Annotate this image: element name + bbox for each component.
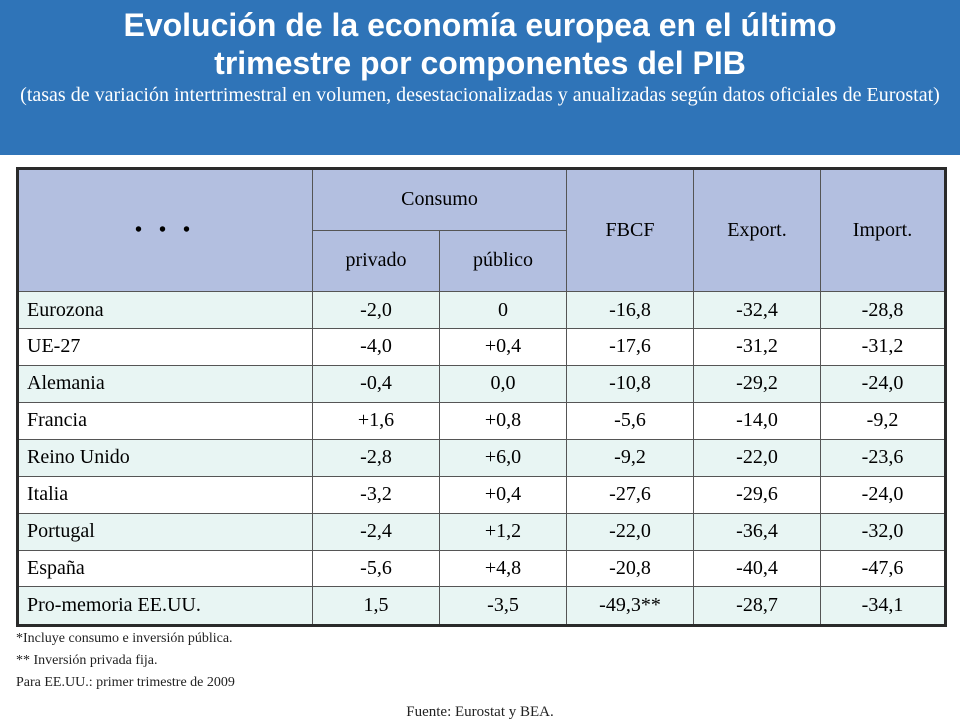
cell-publico: -3,5 xyxy=(439,586,567,626)
cell-publico: +0,4 xyxy=(439,328,567,366)
header-consumo: Consumo xyxy=(312,168,567,231)
cell-export: -36,4 xyxy=(693,512,821,551)
cell-publico: +0,8 xyxy=(439,401,567,440)
cell-country: Reino Unido xyxy=(17,438,313,477)
cell-country: Portugal xyxy=(17,512,313,551)
source-note: Fuente: Eurostat y BEA. xyxy=(406,704,554,720)
cell-export: -29,6 xyxy=(693,475,821,514)
header-privado: privado xyxy=(312,229,440,293)
table-row: Portugal -2,4 +1,2 -22,0 -36,4 -32,0 xyxy=(17,512,946,551)
cell-privado: -5,6 xyxy=(312,549,440,588)
cell-privado: -0,4 xyxy=(312,364,440,403)
footnote-1: *Incluye consumo e inversión pública. xyxy=(16,631,233,646)
cell-import: -31,2 xyxy=(820,328,946,366)
cell-privado: -4,0 xyxy=(312,328,440,366)
header-row-2: privado público xyxy=(18,229,946,293)
cell-import: -34,1 xyxy=(820,586,946,626)
header-import: Import. xyxy=(820,167,946,293)
footnote-3: Para EE.UU.: primer trimestre de 2009 xyxy=(16,675,235,690)
cell-country: Eurozona xyxy=(17,291,313,330)
cell-fbcf: -16,8 xyxy=(566,291,694,330)
cell-fbcf: -5,6 xyxy=(566,401,694,440)
cell-export: -28,7 xyxy=(693,586,821,626)
header-row-1: • • • Consumo FBCF Export. Import. xyxy=(17,167,946,293)
corner-bullets: • • • xyxy=(17,167,313,293)
cell-export: -22,0 xyxy=(693,438,821,477)
cell-fbcf: -17,6 xyxy=(566,328,694,366)
cell-publico: +6,0 xyxy=(439,438,567,477)
footnotes: *Incluye consumo e inversión pública. **… xyxy=(16,628,235,694)
cell-fbcf: -27,6 xyxy=(566,475,694,514)
cell-privado: -2,4 xyxy=(312,512,440,551)
cell-privado: -3,2 xyxy=(312,475,440,514)
table-row: Eurozona -2,0 0 -16,8 -32,4 -28,8 xyxy=(17,291,946,330)
cell-import: -24,0 xyxy=(820,475,946,514)
table-row: Reino Unido -2,8 +6,0 -9,2 -22,0 -23,6 xyxy=(17,438,946,477)
gdp-components-table: • • • Consumo FBCF Export. Import. priva… xyxy=(16,167,947,627)
header-export: Export. xyxy=(693,167,821,293)
cell-publico: +0,4 xyxy=(439,475,567,514)
cell-export: -14,0 xyxy=(693,401,821,440)
cell-import: -47,6 xyxy=(820,549,946,588)
cell-export: -31,2 xyxy=(693,328,821,366)
page-subtitle: (tasas de variación intertrimestral en v… xyxy=(20,84,940,106)
header-fbcf: FBCF xyxy=(566,167,694,293)
cell-fbcf: -22,0 xyxy=(566,512,694,551)
page-title: Evolución de la economía europea en el ú… xyxy=(0,0,960,82)
cell-publico: +4,8 xyxy=(439,549,567,588)
cell-fbcf: -20,8 xyxy=(566,549,694,588)
cell-country: Francia xyxy=(17,401,313,440)
table-row: Pro-memoria EE.UU. 1,5 -3,5 -49,3** -28,7 -34… xyxy=(17,586,946,626)
title-line-2: trimestre por componentes del PIB xyxy=(214,45,746,81)
cell-publico: 0,0 xyxy=(439,364,567,403)
footnote-2: ** Inversión privada fija. xyxy=(16,653,158,668)
cell-fbcf: -9,2 xyxy=(566,438,694,477)
cell-publico: 0 xyxy=(439,291,567,330)
cell-privado: 1,5 xyxy=(312,586,440,626)
cell-publico: +1,2 xyxy=(439,512,567,551)
table-row: España -5,6 +4,8 -20,8 -40,4 -47,6 xyxy=(17,549,946,588)
cell-country: UE-27 xyxy=(17,328,313,366)
table-row: Italia -3,2 +0,4 -27,6 -29,6 -24,0 xyxy=(17,475,946,514)
cell-country: Alemania xyxy=(17,364,313,403)
cell-country: Italia xyxy=(17,475,313,514)
cell-privado: -2,0 xyxy=(312,291,440,330)
table-row: UE-27 -4,0 +0,4 -17,6 -31,2 -31,2 xyxy=(17,328,946,366)
title-line-1: Evolución de la economía europea en el ú… xyxy=(123,7,837,43)
cell-import: -23,6 xyxy=(820,438,946,477)
table-row: Francia +1,6 +0,8 -5,6 -14,0 -9,2 xyxy=(17,401,946,440)
cell-country: España xyxy=(17,549,313,588)
table-body: Eurozona -2,0 0 -16,8 -32,4 -28,8 UE-27 -4,0 +0,… xyxy=(17,291,946,626)
title-banner: Evolución de la economía europea en el ú… xyxy=(0,0,960,155)
cell-fbcf: -10,8 xyxy=(566,364,694,403)
cell-privado: -2,8 xyxy=(312,438,440,477)
table-row: Alemania -0,4 0,0 -10,8 -29,2 -24,0 xyxy=(17,364,946,403)
cell-country: Pro-memoria EE.UU. xyxy=(17,586,313,626)
cell-import: -32,0 xyxy=(820,512,946,551)
cell-import: -24,0 xyxy=(820,364,946,403)
cell-fbcf: -49,3** xyxy=(566,586,694,626)
cell-privado: +1,6 xyxy=(312,401,440,440)
cell-import: -9,2 xyxy=(820,401,946,440)
cell-export: -32,4 xyxy=(693,291,821,330)
cell-export: -40,4 xyxy=(693,549,821,588)
cell-import: -28,8 xyxy=(820,291,946,330)
header-publico: público xyxy=(439,229,567,293)
cell-export: -29,2 xyxy=(693,364,821,403)
